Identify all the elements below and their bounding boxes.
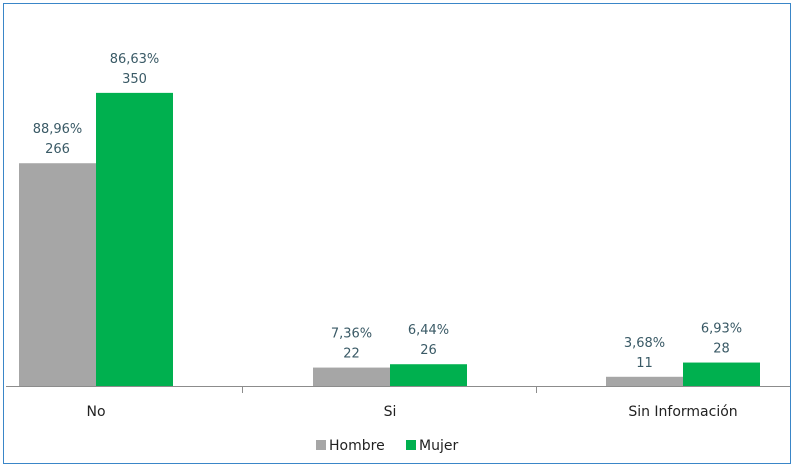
bar-mujer-0 xyxy=(96,92,173,386)
chart-frame: 88,96% 266 86,63% 350 7,36% 22 6,44% 26 3,68% 11 6… xyxy=(3,3,791,464)
data-label-percent: 86,63% xyxy=(110,52,160,67)
bar-hombre-1 xyxy=(313,367,390,386)
bar-hombre-0 xyxy=(19,163,96,386)
data-label-percent: 6,44% xyxy=(408,323,449,338)
bar-mujer-2 xyxy=(683,362,760,386)
data-label-percent: 88,96% xyxy=(33,122,83,137)
data-label-count: 26 xyxy=(420,343,437,358)
data-label-percent: 7,36% xyxy=(331,327,372,342)
data-label-count: 11 xyxy=(636,356,653,371)
bar-mujer-1 xyxy=(390,364,467,386)
data-label-count: 22 xyxy=(343,347,360,362)
x-tick-label: Sin Información xyxy=(628,404,737,420)
legend-label-mujer: Mujer xyxy=(419,438,458,454)
data-label-count: 350 xyxy=(122,72,147,87)
data-label-count: 28 xyxy=(713,342,730,357)
x-tick-label: No xyxy=(86,404,105,420)
bar-hombre-2 xyxy=(606,376,683,386)
x-tick-label: Si xyxy=(384,404,397,420)
data-label-percent: 6,93% xyxy=(701,322,742,337)
legend-swatch-hombre xyxy=(316,440,326,450)
data-label-percent: 3,68% xyxy=(624,336,665,351)
legend-label-hombre: Hombre xyxy=(329,438,385,454)
data-label-count: 266 xyxy=(45,142,70,157)
bar-chart: 88,96% 266 86,63% 350 7,36% 22 6,44% 26 3,68% 11 6… xyxy=(6,52,790,454)
legend-swatch-mujer xyxy=(406,440,416,450)
